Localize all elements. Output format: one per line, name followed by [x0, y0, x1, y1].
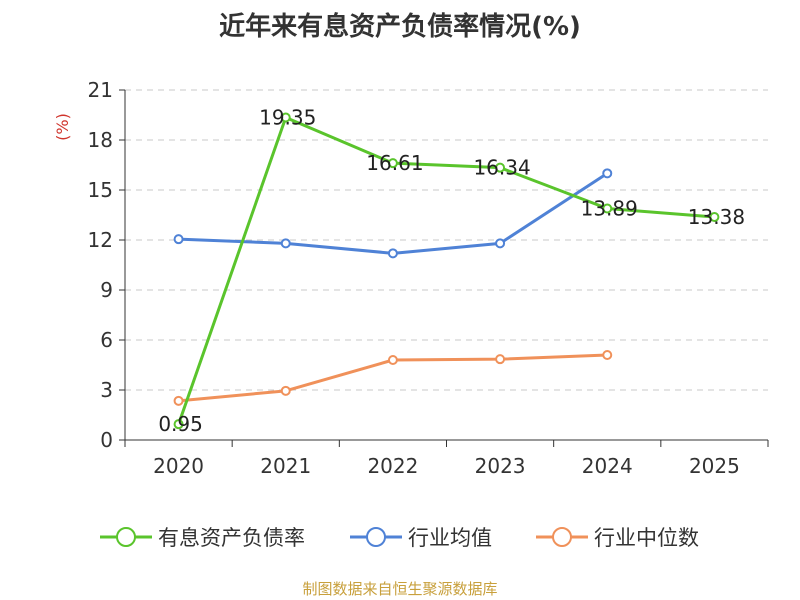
data-label: 13.38 [688, 205, 745, 229]
legend-item[interactable]: 行业均值 [350, 526, 492, 550]
data-point [387, 158, 398, 169]
x-tick-label: 2025 [689, 454, 740, 478]
data-point [602, 350, 613, 360]
data-point [280, 112, 291, 123]
legend-label: 行业中位数 [594, 526, 699, 550]
data-point [280, 385, 291, 396]
legend-label: 有息资产负债率 [158, 526, 305, 550]
data-point [495, 162, 506, 173]
x-tick-label: 2021 [260, 454, 311, 478]
data-point [280, 238, 291, 249]
source-note: 制图数据来自恒生聚源数据库 [302, 580, 498, 598]
legend-marker [552, 527, 572, 547]
grid-lines [125, 89, 768, 391]
x-tick-label: 2020 [153, 454, 204, 478]
axes: 0 3 6 9 12 15 18 21 2020 2021 2022 2023 2024 2025 (%) [53, 78, 769, 478]
data-label: 0.95 [158, 412, 203, 436]
x-tick-label: 2024 [582, 454, 633, 478]
data-point [602, 203, 613, 214]
data-label: 19.35 [259, 106, 316, 130]
chart-title: 近年来有息资产负债率情况(%) [219, 12, 581, 42]
x-tick-label: 2023 [475, 454, 526, 478]
legend-marker [366, 527, 386, 547]
y-tick-label: 15 [88, 178, 113, 202]
y-tick-label: 12 [88, 228, 113, 252]
y-tick-label: 3 [100, 378, 113, 402]
data-point [602, 168, 613, 179]
y-tick-label: 0 [100, 428, 113, 452]
series-lines [173, 112, 720, 430]
y-tick-label: 21 [88, 78, 113, 102]
x-tick-label: 2022 [367, 454, 418, 478]
legend[interactable]: 有息资产负债率 行业均值 行业中位数 [100, 526, 699, 550]
data-point [387, 248, 398, 259]
data-label: 16.61 [366, 151, 423, 175]
data-point [387, 355, 398, 365]
y-tick-label: 18 [88, 128, 113, 152]
data-point [173, 234, 184, 245]
y-tick-label: 6 [100, 328, 113, 352]
data-point [709, 212, 720, 222]
y-axis-label: (%) [53, 113, 72, 141]
data-label: 16.34 [473, 156, 530, 180]
data-point [495, 354, 506, 365]
data-point [173, 419, 184, 430]
data-label: 13.89 [581, 197, 638, 221]
data-labels: 0.95 19.35 16.61 16.34 13.89 13.38 [158, 106, 745, 437]
data-point [173, 395, 184, 406]
data-point [495, 238, 506, 249]
series-line [177, 116, 715, 425]
legend-item[interactable]: 行业中位数 [536, 526, 699, 550]
legend-label: 行业均值 [408, 526, 492, 550]
legend-marker [116, 527, 136, 547]
legend-item[interactable]: 有息资产负债率 [100, 526, 305, 550]
y-tick-label: 9 [100, 278, 113, 302]
